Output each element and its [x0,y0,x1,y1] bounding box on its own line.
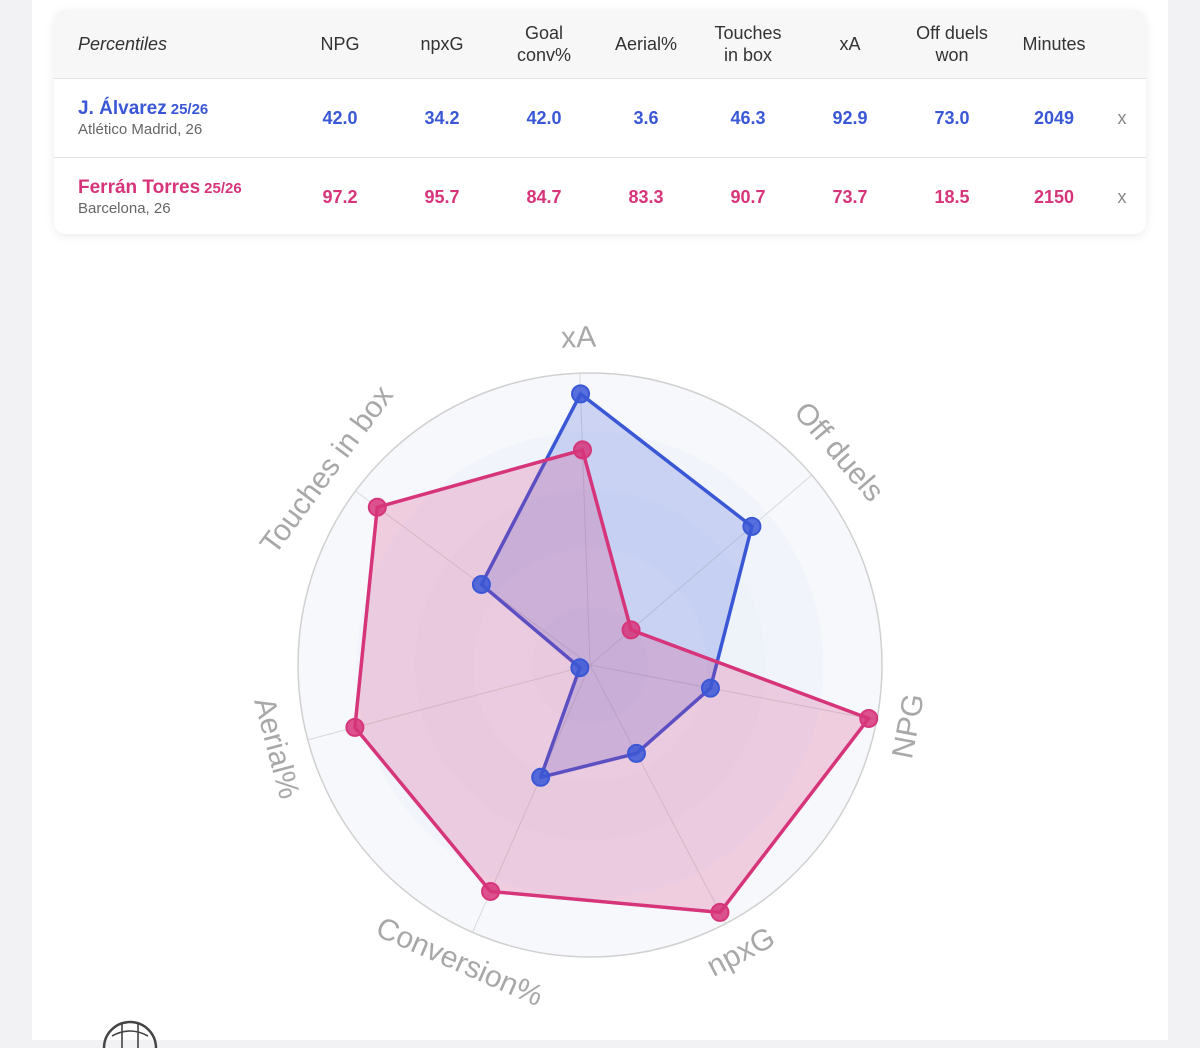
data-point [471,574,491,594]
data-point [710,902,730,922]
player-name[interactable]: J. Álvarez [78,98,167,119]
value-npxg: 34.2 [424,107,460,128]
data-point [531,767,551,787]
value-aerial: 3.6 [633,107,659,128]
value-touches-in-box: 46.3 [730,107,766,128]
value-xa: 73.7 [832,186,868,207]
radar-spoke [579,373,591,666]
value-off-duels-won: 18.5 [934,186,970,207]
header-npxg: npxG [420,34,464,54]
value-xa: 92.9 [832,107,868,128]
data-point [859,708,879,728]
player-cell: Ferrán Torres 25/26 Barcelona, 26 [78,177,242,217]
data-point [345,717,365,737]
player-club: Barcelona, 26 [78,200,171,217]
value-minutes: 2049 [1033,107,1075,128]
data-point [626,743,646,763]
axis-label: Aerial% [247,694,305,802]
value-npxg: 95.7 [424,186,460,207]
header-goal-conv: Goal conv% [516,23,572,65]
data-point [367,497,387,517]
axis-label: xA [560,321,596,355]
value-minutes: 2150 [1033,186,1075,207]
radar-spoke [355,490,591,666]
data-point [700,678,720,698]
header-touches-in-box: Touches in box [714,23,782,65]
header-minutes: Minutes [1022,34,1086,54]
radar-spoke [589,664,727,924]
table-header: Percentiles NPG npxG Goal conv% Aerial% … [54,10,1146,79]
value-npg: 97.2 [322,186,358,207]
data-point [742,516,762,536]
series-area-alvarez [479,392,754,780]
header-off-duels-won: Off duels won [916,23,988,65]
table-row: Ferrán Torres 25/26 Barcelona, 26 97.2 95… [54,158,1146,234]
value-aerial: 83.3 [628,186,664,207]
axis-label: NPG [886,691,931,761]
header-xa: xA [839,34,861,54]
player-season: 25/26 [170,101,209,118]
table-row: J. Álvarez 25/26 Atlético Madrid, 26 42.0… [54,79,1146,158]
player-club: Atlético Madrid, 26 [78,121,203,138]
player-season: 25/26 [204,180,242,197]
player-cell: J. Álvarez 25/26 Atlético Madrid, 26 [78,98,208,138]
player-name[interactable]: Ferrán Torres [78,177,201,198]
value-npg: 42.0 [322,107,358,128]
data-point [572,440,592,460]
data-point [621,620,641,640]
remove-player-button[interactable]: x [1117,107,1127,128]
data-point [571,384,591,404]
value-goal-conv: 84.7 [526,186,562,207]
radar-spoke [589,664,877,721]
percentiles-table: Percentiles NPG npxG Goal conv% Aerial% … [54,10,1146,234]
value-off-duels-won: 73.0 [934,107,970,128]
header-aerial: Aerial% [614,34,678,54]
data-point [481,881,501,901]
series-area-torres [353,448,871,915]
value-goal-conv: 42.0 [526,107,562,128]
data-point [570,658,590,678]
value-touches-in-box: 90.7 [730,186,766,207]
header-percentiles-label: Percentiles [78,34,168,54]
header-npg: NPG [320,34,360,54]
remove-player-button[interactable]: x [1117,186,1127,207]
